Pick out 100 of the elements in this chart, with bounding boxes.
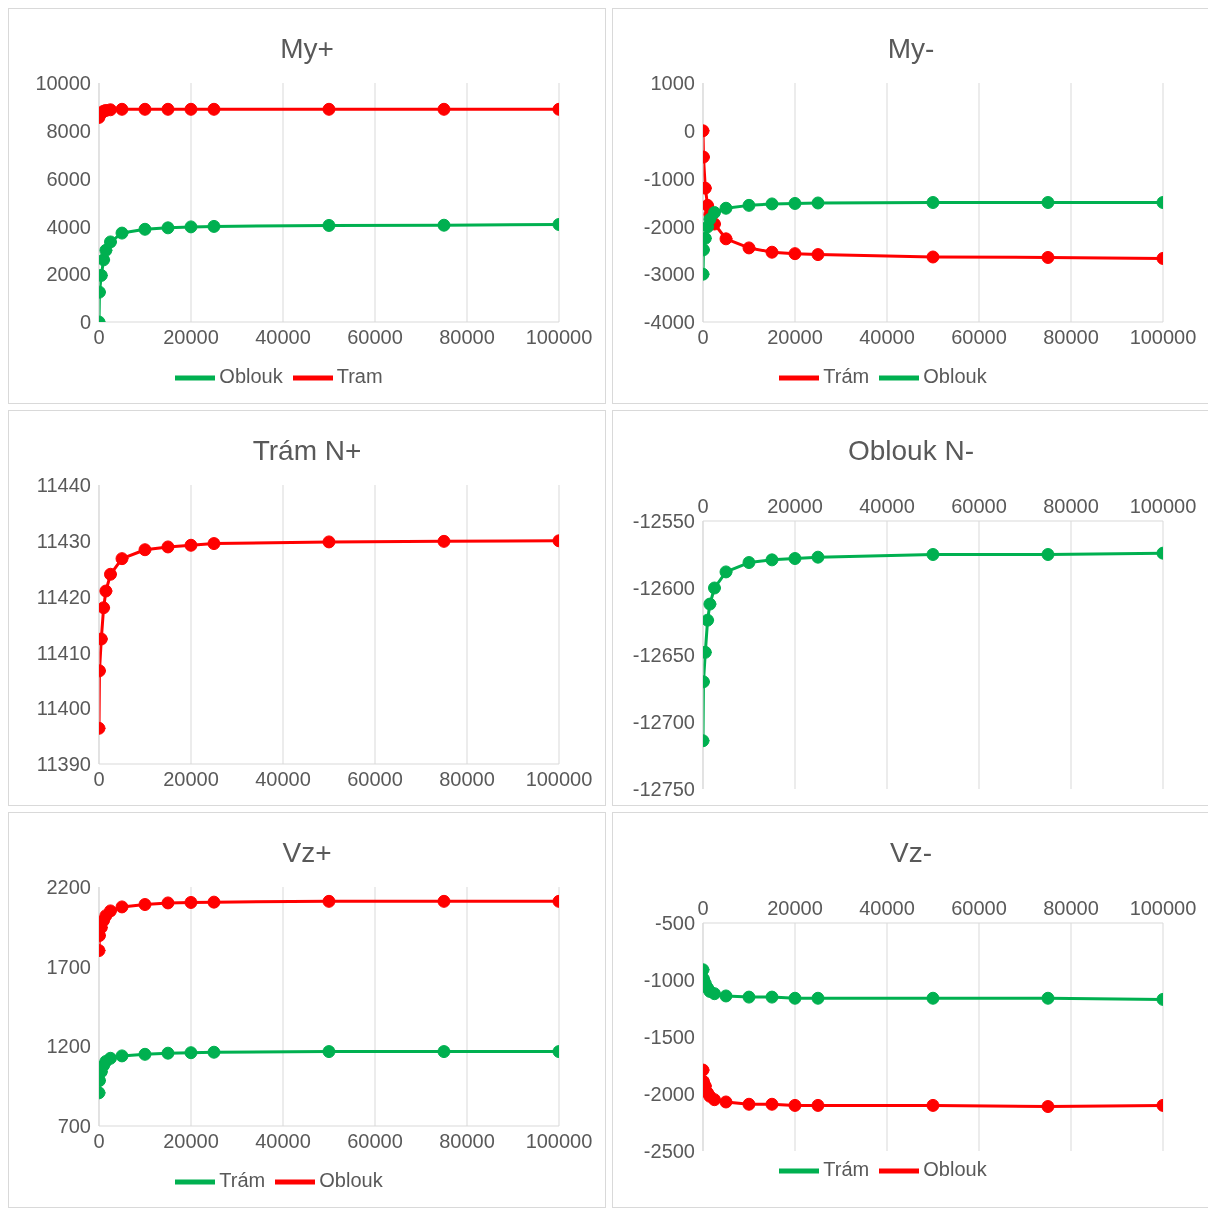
point xyxy=(184,895,198,909)
x-tick-label: 100000 xyxy=(1129,495,1197,517)
point xyxy=(207,1045,221,1059)
point xyxy=(742,556,756,570)
x-tick-label: 0 xyxy=(93,768,105,791)
point xyxy=(703,597,717,611)
point xyxy=(184,1046,198,1060)
legend-label: Oblouk xyxy=(923,365,987,388)
y-tick-label: -12750 xyxy=(632,778,695,801)
x-tick-label: 0 xyxy=(697,326,709,349)
point xyxy=(115,102,129,116)
y-tick-label: 11430 xyxy=(36,529,91,552)
x-tick-label: 60000 xyxy=(951,897,1007,919)
x-tick-label: 20000 xyxy=(163,326,219,349)
point xyxy=(184,538,198,552)
point xyxy=(811,991,825,1005)
x-tick-label: 100000 xyxy=(1129,897,1197,919)
x-tick-label: 20000 xyxy=(767,897,823,919)
chart-title: Oblouk N- xyxy=(846,434,975,468)
point xyxy=(708,987,721,1001)
point xyxy=(765,1097,779,1111)
point xyxy=(161,1046,175,1060)
point xyxy=(322,894,336,908)
x-tick-label: 0 xyxy=(93,1130,105,1153)
point xyxy=(322,535,336,549)
y-tick-label: -12550 xyxy=(632,510,695,533)
point xyxy=(99,584,113,598)
y-tick-label: 1000 xyxy=(650,72,695,95)
y-tick-label: -4000 xyxy=(643,311,695,334)
x-tick-label: 100000 xyxy=(525,1130,593,1153)
point xyxy=(207,219,221,233)
x-tick-label: 20000 xyxy=(767,495,823,517)
y-tick-label: 1700 xyxy=(46,955,91,978)
x-tick-label: 40000 xyxy=(255,768,311,791)
y-tick-label: 11400 xyxy=(36,697,91,720)
y-tick-label: 700 xyxy=(57,1115,91,1138)
y-tick-label: -500 xyxy=(654,912,695,935)
point xyxy=(161,896,175,910)
point xyxy=(811,248,825,262)
point xyxy=(138,1047,152,1061)
legend-label: Tram xyxy=(336,365,383,388)
y-tick-label: 10000 xyxy=(35,72,91,95)
point xyxy=(765,245,779,259)
x-tick-label: 100000 xyxy=(525,768,593,791)
x-tick-label: 60000 xyxy=(951,326,1007,349)
y-tick-label: -2000 xyxy=(643,215,695,238)
point xyxy=(184,220,198,234)
point xyxy=(788,991,802,1005)
point xyxy=(161,102,175,116)
x-tick-label: 80000 xyxy=(1043,495,1099,517)
point xyxy=(742,241,756,255)
point xyxy=(742,990,756,1004)
y-tick-label: 0 xyxy=(79,311,91,334)
point xyxy=(765,990,779,1004)
chart-title: Vz- xyxy=(889,836,933,870)
x-tick-label: 0 xyxy=(697,897,709,919)
y-tick-label: 2000 xyxy=(46,263,91,286)
point xyxy=(104,1051,117,1065)
x-tick-label: 0 xyxy=(697,495,709,517)
point xyxy=(161,540,175,554)
y-tick-label: -12650 xyxy=(632,644,695,667)
y-tick-label: 11410 xyxy=(36,641,91,664)
legend-label: Oblouk xyxy=(319,1169,383,1192)
point xyxy=(104,567,117,581)
x-tick-label: 40000 xyxy=(859,495,915,517)
y-tick-label: -1500 xyxy=(643,1026,695,1049)
chart-title: Trám N+ xyxy=(251,434,363,468)
point xyxy=(161,221,175,235)
x-tick-label: 80000 xyxy=(439,1130,495,1153)
point xyxy=(719,201,733,215)
point xyxy=(788,247,802,261)
y-tick-label: -12600 xyxy=(632,577,695,600)
chart-title: My+ xyxy=(279,32,335,66)
y-tick-label: 2200 xyxy=(46,876,91,899)
point xyxy=(703,613,715,627)
point xyxy=(926,1098,940,1112)
x-tick-label: 60000 xyxy=(347,1130,403,1153)
x-tick-label: 40000 xyxy=(255,1130,311,1153)
point xyxy=(765,553,779,567)
point xyxy=(104,235,117,249)
x-tick-label: 60000 xyxy=(347,768,403,791)
point xyxy=(437,218,451,232)
point xyxy=(708,581,721,595)
y-tick-label: -12700 xyxy=(632,711,695,734)
y-tick-label: 1200 xyxy=(46,1035,91,1058)
point xyxy=(99,601,111,615)
point xyxy=(926,250,940,264)
point xyxy=(115,226,129,240)
point xyxy=(708,206,721,220)
y-tick-label: -1000 xyxy=(643,167,695,190)
x-tick-label: 80000 xyxy=(439,768,495,791)
point xyxy=(765,197,779,211)
point xyxy=(708,1093,721,1107)
point xyxy=(184,102,198,116)
y-tick-label: 11390 xyxy=(36,753,91,776)
point xyxy=(926,548,940,561)
point xyxy=(322,1045,336,1059)
x-tick-label: 80000 xyxy=(1043,326,1099,349)
point xyxy=(742,198,756,212)
x-tick-label: 80000 xyxy=(1043,897,1099,919)
